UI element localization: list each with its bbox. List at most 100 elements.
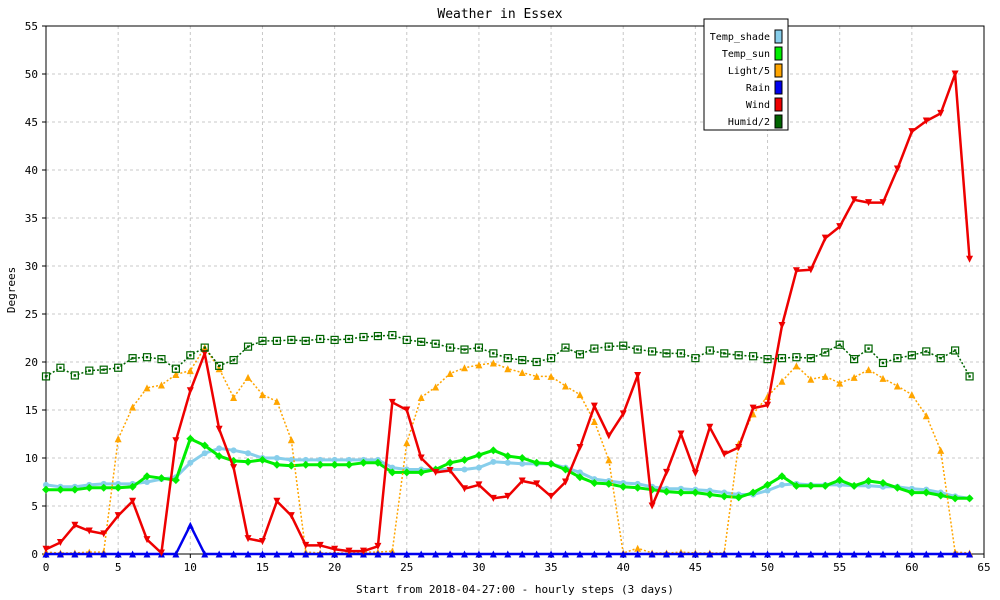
- temp-sun-point: [792, 481, 801, 490]
- humid-2-point-center: [477, 346, 481, 349]
- temp-shade-point: [504, 459, 511, 466]
- y-tick-label: 0: [31, 548, 38, 561]
- light-5-point: [504, 365, 512, 373]
- temp-shade-point: [778, 481, 785, 488]
- humid-2-point-center: [102, 368, 105, 371]
- humid-2-point-center: [59, 366, 62, 369]
- humid-2-point-center: [795, 356, 798, 359]
- temp-shade-point: [187, 459, 194, 466]
- humid-2-point-center: [939, 356, 942, 360]
- humid-2-point: [806, 354, 815, 363]
- x-tick-label: 30: [472, 561, 485, 574]
- wind-point: [634, 371, 642, 379]
- humid-2-point-center: [318, 337, 322, 341]
- temp-shade-point: [144, 479, 151, 485]
- legend-label: Temp_shade: [710, 32, 770, 43]
- temp-shade-point: [865, 482, 872, 489]
- humid-2-point-center: [708, 349, 712, 352]
- rain-point: [547, 550, 555, 558]
- rain-point: [56, 550, 64, 558]
- light-5-point: [417, 394, 425, 402]
- series-wind: [42, 70, 974, 557]
- rain-point: [792, 550, 800, 558]
- light-5-point: [460, 364, 468, 372]
- temp-sun-point: [373, 458, 382, 467]
- humid-2-point-center: [766, 357, 769, 361]
- temp-sun-point: [951, 494, 960, 503]
- wind-point: [706, 423, 714, 431]
- humid-2-point-center: [88, 369, 91, 372]
- light-5-point: [273, 397, 281, 405]
- humid-2-point: [70, 371, 79, 380]
- temp-shade-point: [389, 464, 396, 471]
- rain-point: [374, 550, 382, 558]
- humid-2-point: [951, 346, 960, 355]
- temp-shade-point: [764, 487, 771, 494]
- humid-2-point: [878, 358, 888, 368]
- legend-swatch: [774, 80, 783, 95]
- temp-sun-point: [590, 478, 599, 487]
- x-tick-label: 35: [544, 561, 557, 574]
- temp-sun-point: [777, 472, 786, 481]
- humid-2-point: [864, 344, 873, 353]
- humid-2-point-center: [145, 356, 149, 359]
- wind-point: [71, 521, 79, 529]
- wind-point: [735, 443, 743, 451]
- temp-sun-point: [489, 446, 498, 455]
- wind-point: [821, 234, 829, 242]
- wind-point: [807, 266, 815, 274]
- light-5-point: [937, 446, 945, 454]
- temp-sun-point: [402, 468, 411, 477]
- light-5-point: [865, 366, 873, 374]
- wind-point: [114, 512, 122, 520]
- wind-point: [922, 117, 930, 125]
- light-5-point: [230, 394, 238, 402]
- rain-point: [273, 550, 281, 558]
- rain-point: [129, 550, 137, 558]
- temp-sun-point: [301, 460, 310, 469]
- rain-point: [489, 550, 497, 558]
- temp-sun-point: [734, 493, 743, 502]
- temp-sun-point: [619, 482, 628, 491]
- light-5-point: [605, 456, 613, 464]
- temp-sun-point: [676, 488, 685, 497]
- rain-point: [302, 550, 310, 558]
- x-tick-label: 60: [905, 561, 918, 574]
- wind-point: [172, 437, 180, 445]
- temp-sun-point: [215, 452, 224, 461]
- humid-2-point: [417, 337, 426, 346]
- wind-point: [460, 485, 468, 493]
- rain-point: [460, 550, 468, 558]
- light-5-point: [143, 384, 151, 392]
- wind-point: [893, 165, 901, 173]
- wind-point: [749, 404, 757, 412]
- humid-2-point-center: [910, 354, 914, 357]
- y-axis-label: Degrees: [5, 267, 18, 313]
- y-tick-label: 15: [25, 404, 38, 417]
- light-5-point: [807, 375, 815, 383]
- temp-shade-point: [43, 481, 49, 488]
- temp-sun-point: [965, 494, 974, 503]
- temp-sun-point: [561, 465, 570, 474]
- humid-2-point-center: [723, 352, 726, 355]
- temp-sun-point: [474, 451, 483, 460]
- humid-2-point: [142, 353, 152, 362]
- temp-sun-point: [604, 479, 613, 488]
- rain-point: [619, 550, 627, 558]
- legend-swatch: [774, 29, 783, 44]
- light-5-point: [432, 383, 440, 391]
- humid-2-point-center: [694, 356, 697, 360]
- temp-sun-point: [821, 481, 830, 490]
- humid-2-point: [128, 354, 137, 363]
- humid-2-point-center: [44, 375, 48, 378]
- legend-swatch: [774, 46, 783, 61]
- light-5-point: [908, 391, 916, 399]
- temp-shade-point: [576, 469, 583, 476]
- temp-shade-point: [490, 458, 497, 465]
- wind-point: [677, 430, 685, 438]
- rain-point: [518, 550, 526, 558]
- humid-2-point-center: [261, 339, 264, 343]
- temp-sun-point: [388, 468, 397, 477]
- rain-point: [735, 550, 743, 558]
- humid-2-point-center: [131, 356, 134, 360]
